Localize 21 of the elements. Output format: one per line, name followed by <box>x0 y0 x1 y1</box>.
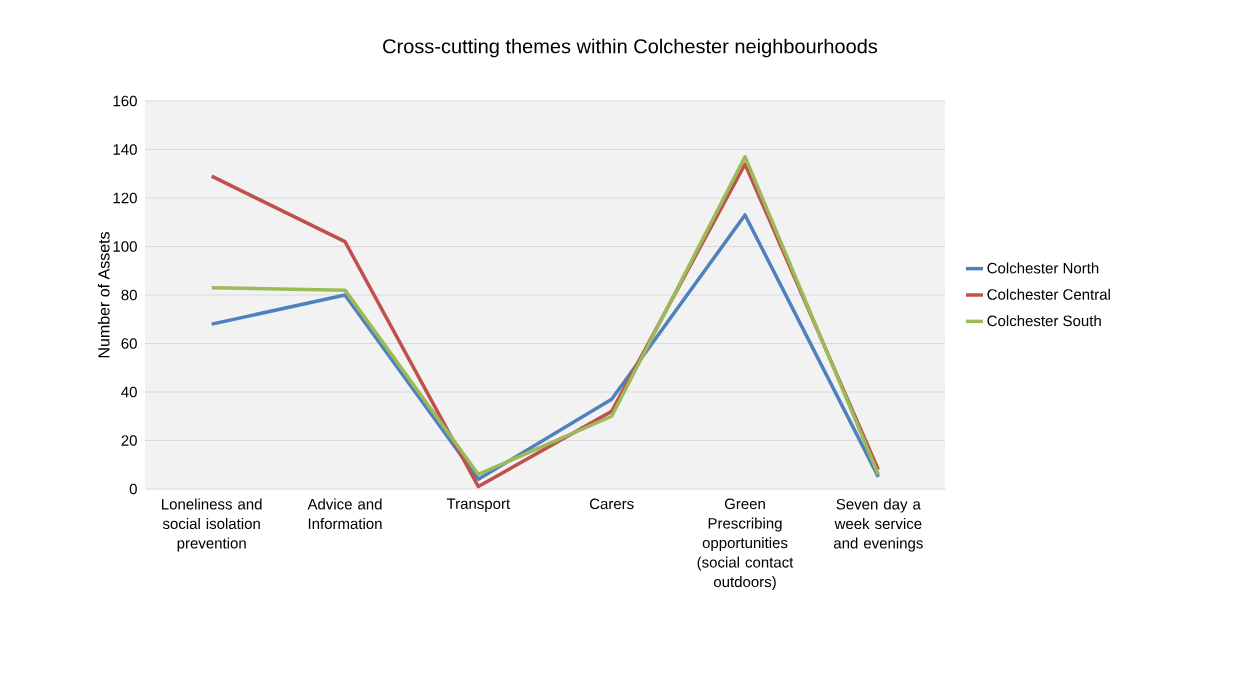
y-tick-label: 40 <box>121 386 137 398</box>
y-tick-label: 0 <box>129 483 137 495</box>
y-tick-label: 100 <box>113 241 137 252</box>
x-tick-label: Carers <box>589 498 634 510</box>
x-tick-label: Advice and Information <box>307 498 382 530</box>
legend-label: Colchester Central <box>987 288 1110 300</box>
y-tick-label: 20 <box>121 435 137 446</box>
legend-label: Colchester South <box>987 315 1101 327</box>
line-series <box>209 213 881 482</box>
y-tick-label: 120 <box>113 192 137 204</box>
x-tick-label: Green Prescribing opportunities (social contact outdoors) <box>697 498 794 591</box>
y-tick-label: 60 <box>121 338 137 349</box>
y-tick-label: 140 <box>113 144 137 155</box>
y-tick-label: 80 <box>121 289 137 301</box>
x-tick-label: Seven day a week service and evenings <box>833 498 923 552</box>
chart-title: Cross-cutting themes within Colchester neighbourhoods <box>383 38 878 58</box>
y-axis-title: Number of Assets <box>97 232 110 358</box>
legend-label: Colchester North <box>987 262 1099 274</box>
x-tick-label: Transport <box>446 498 511 512</box>
x-tick-label: Loneliness and social isolation prevention <box>162 498 262 552</box>
y-tick-label: 160 <box>113 95 137 107</box>
